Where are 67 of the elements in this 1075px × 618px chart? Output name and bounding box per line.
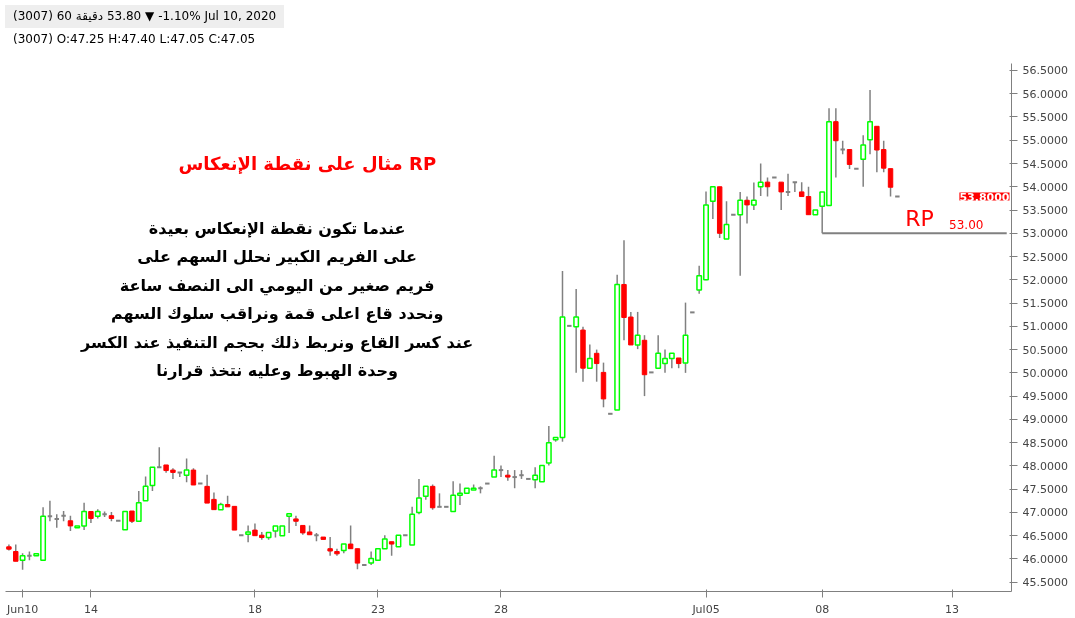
candlestick	[142, 475, 149, 502]
y-tick-label: 47.5000	[1022, 483, 1068, 497]
y-tick-label: 46.5000	[1022, 529, 1068, 543]
annotation: 53.8000	[959, 190, 1010, 204]
y-tick-label: 54.0000	[1022, 180, 1068, 194]
x-tick-label: Jul05	[691, 602, 720, 616]
candlestick	[586, 343, 593, 369]
y-tick-label: 50.5000	[1022, 343, 1068, 357]
annotation: عند كسر القاع ونربط ذلك بحجم التنفيذ عند الكسر	[80, 332, 474, 352]
y-tick-label: 56.5000	[1022, 64, 1068, 78]
annotation: فريم صغير من اليومي الى النصف ساعة	[119, 275, 435, 296]
y-tick-label: 48.5000	[1022, 436, 1068, 450]
annotation: 53.00	[949, 218, 984, 233]
y-tick-label: 54.5000	[1022, 157, 1068, 171]
y-tick-label: 51.5000	[1022, 297, 1068, 311]
y-tick-label: 51.0000	[1022, 320, 1068, 334]
x-tick-label: 14	[83, 602, 98, 616]
candlestick	[491, 454, 498, 478]
candlestick	[887, 167, 894, 198]
candlestick	[286, 513, 293, 534]
x-tick-label: Jun10	[5, 602, 39, 616]
y-tick-label: 52.0000	[1022, 273, 1068, 287]
text: مثال على نقطة الإنعكاس RP	[178, 153, 437, 175]
candlestick	[634, 311, 641, 350]
candlestick	[231, 505, 238, 531]
candlestick	[135, 490, 142, 523]
y-tick-label: 46.0000	[1022, 552, 1068, 566]
candlestick	[511, 469, 518, 489]
y-tick-label: 48.0000	[1022, 459, 1068, 473]
y-tick-label: 45.5000	[1022, 576, 1068, 590]
candlestick	[593, 348, 600, 383]
candlestick	[860, 134, 867, 188]
annotation: عندما تكون نقطة الإنعكاس بعيدة	[148, 218, 406, 238]
candlestick	[750, 181, 757, 211]
y-tick-label: 49.0000	[1022, 413, 1068, 427]
candlestick	[183, 457, 190, 483]
candlestick	[416, 478, 422, 516]
text: (3007) O:47.25 H:47.40 L:47.05 C:47.05	[13, 32, 256, 47]
y-tick-label: 53.5000	[1022, 204, 1068, 218]
candlestick	[846, 148, 853, 170]
candlestick	[744, 195, 750, 225]
y-tick-label: 56.0000	[1022, 87, 1068, 101]
candlestick	[778, 181, 784, 211]
candlestick	[764, 176, 771, 198]
y-tick-label: 55.5000	[1022, 111, 1068, 124]
x-tick-label: 18	[247, 602, 262, 616]
candlestick	[149, 466, 156, 492]
candlestick	[709, 186, 716, 220]
annotation: على الفريم الكبير نحلل السهم على	[137, 247, 417, 267]
annotation: ونحدد قاع اعلى قمة ونراقب سلوك السهم	[110, 304, 444, 324]
candlestick	[122, 510, 129, 531]
candlestick	[833, 107, 839, 179]
candlestick	[757, 162, 764, 197]
x-tick-label: 08	[815, 602, 830, 616]
annotation: وحدة الهبوط وعليه نتخذ قرارنا	[156, 361, 399, 381]
candlestick	[545, 425, 552, 467]
x-tick-label: 13	[945, 602, 960, 616]
x-tick-label: 28	[493, 602, 508, 616]
y-tick-label: 55.0000	[1022, 134, 1068, 148]
series-label: RP	[905, 206, 934, 232]
candlestick	[867, 89, 873, 155]
y-tick-label: 52.5000	[1022, 250, 1068, 264]
y-tick-label: 53.0000	[1022, 227, 1068, 241]
x-tick-label: 23	[370, 602, 385, 616]
y-tick-label: 49.5000	[1022, 390, 1068, 404]
y-tick-label: 50.0000	[1022, 366, 1068, 380]
y-tick-label: 47.0000	[1022, 506, 1068, 520]
